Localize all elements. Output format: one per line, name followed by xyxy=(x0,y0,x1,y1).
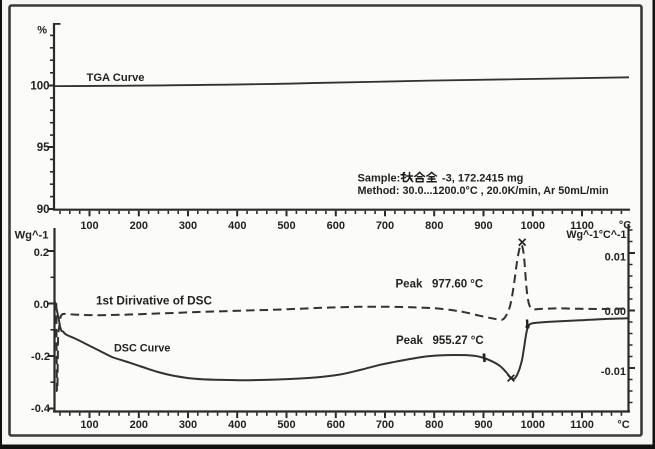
svg-text:600: 600 xyxy=(327,419,345,431)
svg-text:Method: 30.0...1200.0°C , 20.0: Method: 30.0...1200.0°C , 20.0K/min, Ar … xyxy=(358,185,609,197)
svg-text:Peak 955.27 °C: Peak 955.27 °C xyxy=(396,335,484,347)
svg-text:100: 100 xyxy=(80,419,98,431)
svg-text:700: 700 xyxy=(376,220,394,232)
svg-text:500: 500 xyxy=(277,220,295,232)
svg-text:900: 900 xyxy=(474,220,492,232)
svg-text:TGA Curve: TGA Curve xyxy=(87,72,145,84)
svg-text:700: 700 xyxy=(376,419,394,431)
svg-text:Wg^-1°C^-1: Wg^-1°C^-1 xyxy=(566,229,626,241)
svg-text:Wg^-1: Wg^-1 xyxy=(15,230,49,242)
svg-text:400: 400 xyxy=(228,419,246,431)
svg-text:100: 100 xyxy=(80,220,98,232)
svg-text:600: 600 xyxy=(327,220,345,232)
svg-text:200: 200 xyxy=(130,419,148,431)
svg-text:-0.4: -0.4 xyxy=(31,403,51,415)
svg-text:%: % xyxy=(37,25,47,37)
svg-text:°C: °C xyxy=(617,419,629,431)
svg-text:-0.2: -0.2 xyxy=(31,351,50,363)
svg-text:500: 500 xyxy=(277,419,295,431)
svg-text:95: 95 xyxy=(37,142,50,154)
svg-text:1100: 1100 xyxy=(570,419,594,431)
svg-text:800: 800 xyxy=(425,220,443,232)
svg-text:Peak 977.60 °C: Peak 977.60 °C xyxy=(396,279,484,291)
svg-text:DSC Curve: DSC Curve xyxy=(114,342,170,354)
svg-text:100: 100 xyxy=(30,80,49,92)
svg-text:0.0: 0.0 xyxy=(34,299,49,311)
svg-text:200: 200 xyxy=(130,220,148,232)
svg-text:1100: 1100 xyxy=(570,220,594,232)
svg-text:0.01: 0.01 xyxy=(605,252,626,264)
svg-text:800: 800 xyxy=(425,419,443,431)
svg-text:400: 400 xyxy=(228,220,246,232)
svg-text:300: 300 xyxy=(179,419,197,431)
svg-text:1st Dirivative of DSC: 1st Dirivative of DSC xyxy=(96,293,213,307)
svg-text:1000: 1000 xyxy=(521,419,545,431)
svg-text:-0.01: -0.01 xyxy=(601,366,626,378)
svg-text:-3, 172.2415 mg: -3, 172.2415 mg xyxy=(442,173,523,185)
svg-text:0.2: 0.2 xyxy=(34,247,49,259)
svg-text:Sample:: Sample: xyxy=(358,173,401,185)
svg-text:300: 300 xyxy=(179,220,197,232)
svg-text:900: 900 xyxy=(474,419,492,431)
svg-text:1000: 1000 xyxy=(521,220,545,232)
svg-text:90: 90 xyxy=(37,204,50,216)
